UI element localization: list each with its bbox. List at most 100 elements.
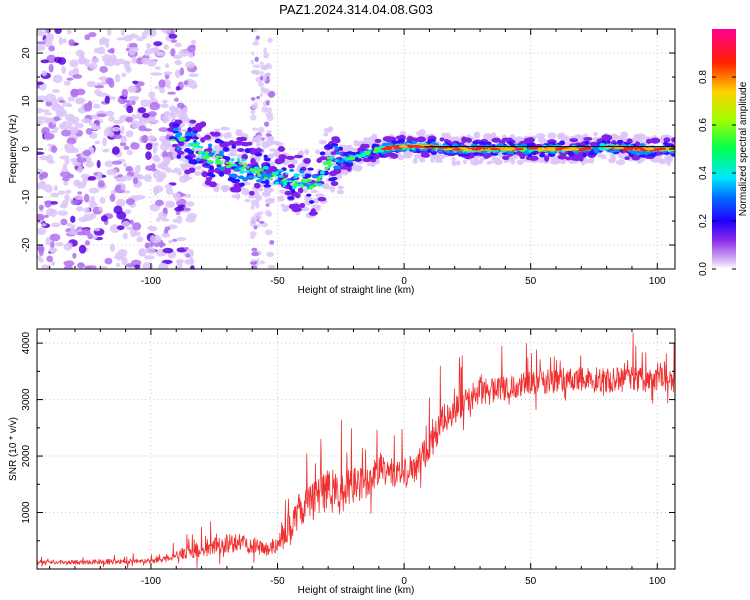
spectrogram-noise <box>254 69 261 76</box>
snr-y-axis-label: SNR (10 * v/v) <box>8 417 19 481</box>
spectrogram-noise <box>58 99 66 104</box>
spectrogram-ridge <box>236 158 240 162</box>
spectrogram-ridge <box>313 183 318 186</box>
spectrogram-ridge <box>180 138 185 142</box>
spectrogram-noise <box>172 218 178 224</box>
spectrogram-ridge <box>203 134 212 140</box>
spectrogram-ridge <box>349 157 353 161</box>
spectrogram-noise <box>111 160 123 165</box>
spectrogram-noise <box>154 66 161 70</box>
spectrogram-data <box>37 29 675 269</box>
spectrogram-noise <box>45 93 57 103</box>
spectrogram-noise <box>250 114 257 121</box>
spectrogram-noise <box>266 130 273 134</box>
colorbar-tick-label: 0.4 <box>698 166 709 180</box>
spectrogram-ridge <box>593 145 599 150</box>
spectrogram-noise <box>121 174 133 181</box>
spectrogram-ridge <box>176 146 181 151</box>
spectrogram-noise <box>99 66 109 73</box>
spectrogram-noise <box>68 39 75 47</box>
spectrogram-ridge <box>491 137 501 143</box>
spectrogram-noise <box>194 171 202 176</box>
spectrogram-noise <box>62 38 68 44</box>
spectrogram-ridge <box>277 169 284 172</box>
spectrogram-ridge <box>303 157 311 164</box>
spectrogram-ridge <box>209 174 216 178</box>
spectrogram-ridge <box>478 141 486 145</box>
spectrogram-peak <box>645 147 654 151</box>
spectrogram-ridge <box>492 152 499 156</box>
spectrogram-ridge <box>331 176 336 181</box>
spectrogram-ridge <box>209 131 216 136</box>
spectrogram-noise <box>262 101 267 107</box>
spectrogram-noise <box>260 70 264 77</box>
spectrogram-ridge <box>606 140 611 144</box>
spectrogram-ridge <box>326 156 332 160</box>
spectrogram-ridge <box>191 132 196 137</box>
spectrogram-noise <box>37 227 47 235</box>
spectrogram-ridge <box>207 159 212 162</box>
spectrogram-noise <box>133 177 139 185</box>
spectrogram-noise <box>104 110 115 117</box>
spectrogram-peak <box>581 147 591 151</box>
spectrogram-ridge <box>539 152 546 158</box>
spectrogram-noise <box>87 176 97 181</box>
spectrogram-noise <box>174 69 182 79</box>
spectrogram-ridge <box>219 155 223 159</box>
spectrogram-noise <box>159 103 169 108</box>
spectrogram-ridge <box>663 137 671 143</box>
spectrogram-noise <box>264 229 273 236</box>
spectrogram-ridge <box>445 150 451 154</box>
spectrogram-noise <box>83 193 90 203</box>
spectrogram-noise <box>126 105 134 114</box>
x-tick-label: 100 <box>649 576 666 587</box>
spectrogram-ridge <box>285 181 291 187</box>
spectrogram-noise <box>73 179 82 187</box>
spectrogram-noise <box>82 149 92 157</box>
spectrogram-ridge <box>230 158 235 162</box>
spectrogram-ridge <box>274 158 283 165</box>
snr-series-line <box>37 332 675 569</box>
spectrogram-noise <box>169 112 175 119</box>
spectrogram-noise <box>44 112 52 116</box>
spectrogram-noise <box>37 151 45 155</box>
spectrogram-ridge <box>210 150 217 153</box>
spectrogram-ridge <box>209 165 215 171</box>
spectrogram-noise <box>314 193 325 198</box>
spectrogram-noise <box>88 121 94 127</box>
spectrogram-noise <box>39 180 46 187</box>
spectrogram-noise <box>104 40 110 49</box>
spectrogram-noise <box>235 131 244 137</box>
spectrogram-ridge <box>215 155 220 159</box>
spectrogram-noise <box>190 39 197 45</box>
x-tick-label: 100 <box>649 276 666 287</box>
spectrogram-noise <box>112 146 120 155</box>
spectrogram-ridge <box>483 154 490 159</box>
spectrogram-noise <box>81 118 92 124</box>
spectrogram-noise <box>167 239 174 244</box>
spectrogram-noise <box>62 176 70 182</box>
spectrogram-noise <box>63 80 71 86</box>
spectrogram-noise <box>75 98 85 105</box>
spectrogram-ridge <box>302 180 308 184</box>
spectrogram-noise <box>45 236 51 246</box>
spectrogram-ridge <box>254 152 263 157</box>
spectrogram-noise <box>79 199 84 203</box>
spectrogram-ridge <box>334 138 341 144</box>
colorbar-label: Normalized spectral amplitude <box>738 81 749 216</box>
spectrogram-ridge <box>297 187 304 194</box>
y-tick-label: 10 <box>21 95 32 107</box>
spectrogram-noise <box>173 107 179 112</box>
spectrogram-noise <box>144 242 150 249</box>
spectrogram-noise <box>185 201 195 207</box>
spectrogram-ridge <box>260 168 264 172</box>
spectrogram-ridge <box>338 146 344 151</box>
spectrogram-ridge <box>296 207 302 212</box>
spectrogram-noise <box>277 195 285 202</box>
spectrogram-noise <box>123 34 134 42</box>
spectrogram-ridge <box>365 151 371 155</box>
spectrogram-ridge <box>293 154 304 159</box>
spectrogram-noise <box>38 173 45 181</box>
spectrogram-noise <box>510 158 516 165</box>
spectrogram-ridge <box>294 175 298 179</box>
